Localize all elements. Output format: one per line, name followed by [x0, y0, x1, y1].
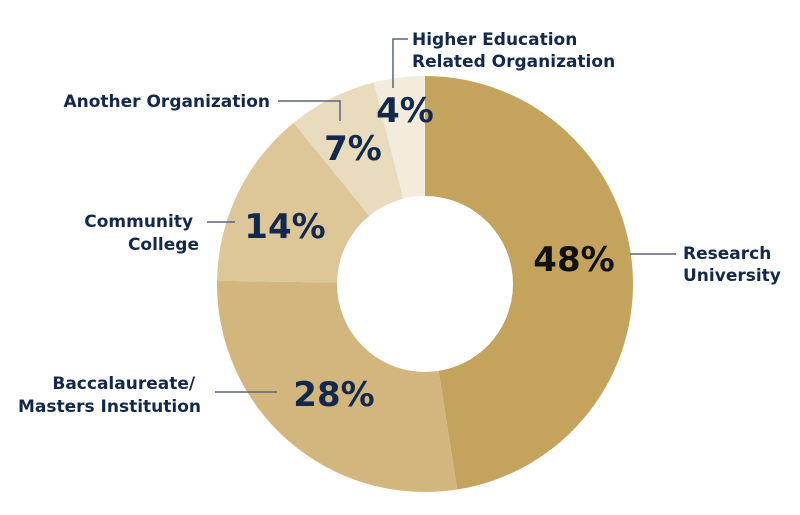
- category-label-baccalaureate: Baccalaureate/ Masters Institution: [18, 374, 201, 417]
- donut-slice: [293, 82, 404, 218]
- value-label-baccalaureate: 28%: [293, 375, 374, 415]
- donut-slice: [217, 280, 458, 492]
- donut-slices: [217, 76, 634, 492]
- donut-slice: [373, 76, 425, 201]
- value-label-community: 14%: [244, 207, 325, 247]
- category-label-higher-ed: Higher Education Related Organization: [412, 30, 615, 72]
- value-label-higher-ed: 4%: [376, 91, 434, 131]
- value-label-research: 48%: [533, 240, 614, 280]
- leader-line-another: [278, 100, 341, 121]
- category-label-research: Research University: [683, 244, 781, 286]
- value-label-another: 7%: [324, 129, 382, 169]
- category-label-community: Community College: [84, 212, 199, 255]
- donut-slice: [425, 76, 634, 490]
- category-label-another: Another Organization: [63, 92, 270, 112]
- leader-line-higher-ed: [392, 38, 408, 88]
- donut-hole: [337, 196, 513, 372]
- donut-slice: [217, 122, 371, 283]
- leader-lines: [207, 38, 676, 393]
